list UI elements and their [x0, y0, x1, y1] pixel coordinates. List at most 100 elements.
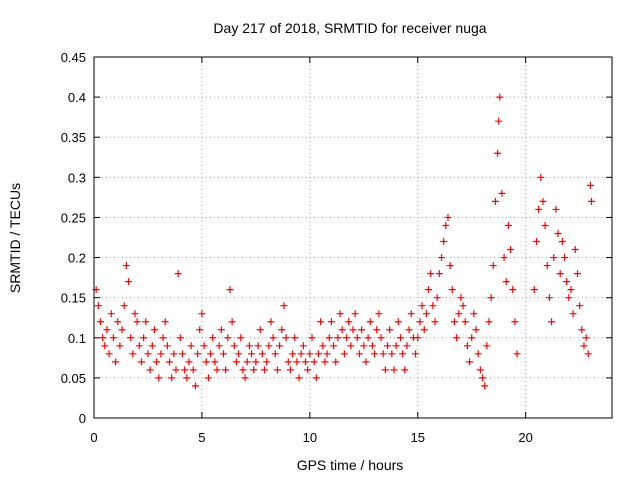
data-point: [319, 342, 327, 350]
data-point: [435, 270, 443, 278]
data-point: [140, 334, 148, 342]
data-point: [276, 342, 284, 350]
data-point: [185, 358, 193, 366]
data-point: [172, 366, 180, 374]
data-point: [194, 350, 202, 358]
data-point: [306, 350, 314, 358]
data-point: [241, 374, 249, 382]
data-point: [444, 213, 452, 221]
data-point: [573, 270, 581, 278]
data-point: [118, 326, 126, 334]
data-point: [217, 326, 225, 334]
data-point: [584, 350, 592, 358]
data-point: [582, 334, 590, 342]
data-point: [114, 318, 122, 326]
y-tick-label: 0.35: [61, 130, 86, 145]
y-tick-label: 0.45: [61, 50, 86, 65]
data-point: [358, 326, 366, 334]
data-point: [368, 342, 376, 350]
data-point: [373, 326, 381, 334]
data-point: [101, 342, 109, 350]
data-point: [587, 197, 595, 205]
y-tick-label: 0.2: [68, 251, 86, 266]
data-point: [450, 318, 458, 326]
data-point: [474, 350, 482, 358]
data-point: [189, 366, 197, 374]
data-point: [125, 278, 133, 286]
data-point: [105, 350, 113, 358]
data-point: [109, 334, 117, 342]
data-point: [176, 334, 184, 342]
data-point: [405, 326, 413, 334]
data-point: [513, 350, 521, 358]
data-point: [379, 350, 387, 358]
data-point: [187, 342, 195, 350]
data-point: [137, 358, 145, 366]
data-point: [541, 221, 549, 229]
data-point: [211, 358, 219, 366]
data-point: [181, 366, 189, 374]
data-point: [146, 366, 154, 374]
data-point: [228, 318, 236, 326]
data-point: [586, 181, 594, 189]
data-point: [133, 318, 141, 326]
y-tick-label: 0.25: [61, 210, 86, 225]
data-point: [360, 342, 368, 350]
data-point: [567, 286, 575, 294]
data-point: [112, 358, 120, 366]
y-tick-label: 0.1: [68, 331, 86, 346]
data-point: [343, 334, 351, 342]
data-point: [563, 278, 571, 286]
data-point: [155, 374, 163, 382]
data-point: [362, 358, 370, 366]
data-point: [289, 350, 297, 358]
data-point: [377, 334, 385, 342]
data-point: [282, 334, 290, 342]
data-point: [200, 342, 208, 350]
data-point: [418, 302, 426, 310]
data-point: [580, 342, 588, 350]
data-point: [569, 310, 577, 318]
data-point: [325, 334, 333, 342]
data-point: [310, 358, 318, 366]
data-point: [340, 350, 348, 358]
data-point: [479, 374, 486, 382]
data-point: [371, 350, 379, 358]
data-point: [414, 334, 422, 342]
data-point: [349, 326, 357, 334]
data-point: [94, 302, 102, 310]
data-point: [323, 350, 331, 358]
data-point: [252, 358, 260, 366]
y-tick-label: 0: [79, 411, 86, 426]
data-point: [537, 173, 545, 181]
data-point: [269, 334, 277, 342]
data-point: [345, 318, 353, 326]
y-tick-label: 0.3: [68, 170, 86, 185]
data-point: [96, 318, 104, 326]
data-point: [453, 334, 461, 342]
data-point: [321, 358, 329, 366]
data-point: [422, 310, 430, 318]
data-point: [170, 350, 178, 358]
data-point: [498, 189, 506, 197]
data-point: [163, 342, 171, 350]
data-point: [250, 366, 258, 374]
data-point: [401, 366, 409, 374]
data-point: [466, 358, 474, 366]
data-point: [491, 197, 499, 205]
data-point: [332, 358, 340, 366]
data-point: [161, 318, 169, 326]
data-point: [420, 326, 428, 334]
data-point: [202, 358, 210, 366]
y-axis-label: SRMTID / TECUs: [7, 183, 23, 293]
data-point: [396, 334, 404, 342]
data-point: [433, 294, 441, 302]
data-point: [336, 310, 344, 318]
data-point: [386, 326, 394, 334]
data-point: [254, 342, 262, 350]
data-point: [265, 342, 273, 350]
data-point: [308, 334, 316, 342]
data-point: [299, 342, 307, 350]
data-point: [429, 302, 437, 310]
